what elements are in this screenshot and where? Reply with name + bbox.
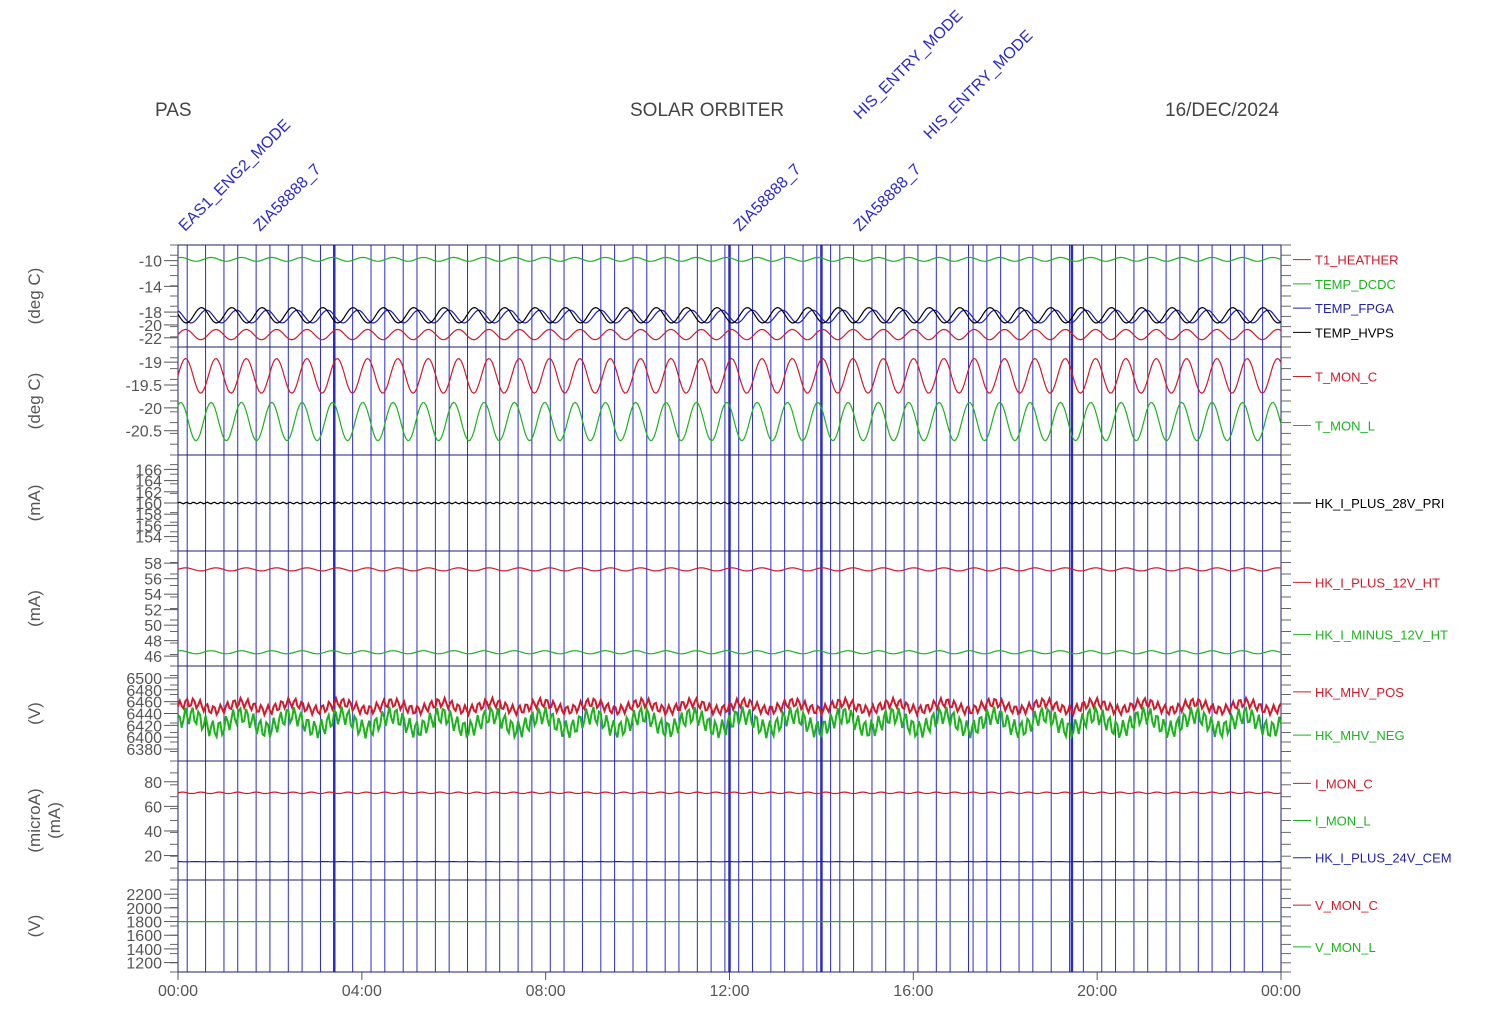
legend-label-5-1: I_MON_L xyxy=(1315,814,1371,829)
legend-label-6-0: V_MON_C xyxy=(1315,898,1378,913)
panel-0-tick-label-4: -22 xyxy=(139,331,162,348)
panel-6-tick-label-0: 2200 xyxy=(126,887,162,904)
legend-label-4-1: HK_MHV_NEG xyxy=(1315,728,1405,743)
panel-3-unit: (mA) xyxy=(25,590,44,627)
legend-label-0-0: T1_HEATHER xyxy=(1315,253,1399,268)
x-tick-label-3: 12:00 xyxy=(709,983,749,1000)
panel-0-unit: (deg C) xyxy=(25,268,44,325)
legend-label-0-3: TEMP_HVPS xyxy=(1315,325,1394,340)
legend-label-2-0: HK_I_PLUS_28V_PRI xyxy=(1315,496,1444,511)
legend-label-0-1: TEMP_DCDC xyxy=(1315,277,1396,292)
panel-5-unit: (microA) xyxy=(25,788,44,852)
panel-5-tick-label-1: 60 xyxy=(144,799,162,816)
panel-1-tick-label-3: -20.5 xyxy=(126,424,163,441)
x-tick-label-2: 08:00 xyxy=(526,983,566,1000)
panel-2-tick-label-2: 162 xyxy=(135,485,162,502)
series-0-0 xyxy=(177,328,1282,341)
panel-1-unit: (deg C) xyxy=(25,373,44,430)
x-tick-label-6: 00:00 xyxy=(1261,983,1301,1000)
panel-1-tick-label-0: -19 xyxy=(139,355,162,372)
panel-2-tick-label-5: 156 xyxy=(135,518,162,535)
x-tick-label-5: 20:00 xyxy=(1077,983,1117,1000)
legend-label-6-1: V_MON_L xyxy=(1315,940,1376,955)
series-4-0 xyxy=(177,694,1282,718)
series-4-1 xyxy=(177,703,1282,741)
series-0-1 xyxy=(177,256,1282,262)
legend-label-5-0: I_MON_C xyxy=(1315,776,1373,791)
panel-4-tick-label-0: 6500 xyxy=(126,671,162,688)
series-0-3 xyxy=(177,306,1282,324)
series-3-1 xyxy=(177,650,1282,655)
legend-label-3-1: HK_I_MINUS_12V_HT xyxy=(1315,628,1448,643)
panel-0-tick-label-3: -20 xyxy=(139,318,162,335)
panel-2-tick-label-3: 160 xyxy=(135,496,162,513)
panel-6-tick-label-4: 1400 xyxy=(126,942,162,959)
event-annotation-4: ZIA58888_7 xyxy=(731,161,805,235)
legend-label-4-0: HK_MHV_POS xyxy=(1315,685,1404,700)
series-1-1 xyxy=(177,401,1282,442)
event-annotation-1: ZIA58888_7 xyxy=(251,161,325,235)
legend-label-3-0: HK_I_PLUS_12V_HT xyxy=(1315,575,1440,590)
series-1-0 xyxy=(177,357,1282,394)
panel-3-tick-label-0: 58 xyxy=(144,556,162,573)
legend-label-0-2: TEMP_FPGA xyxy=(1315,301,1394,316)
x-tick-label-4: 16:00 xyxy=(893,983,933,1000)
legend-label-1-1: T_MON_L xyxy=(1315,419,1375,434)
panel-4-tick-label-1: 6480 xyxy=(126,683,162,700)
panel-0-tick-label-0: -10 xyxy=(139,254,162,271)
series-0-2 xyxy=(177,309,1282,324)
panel-4-tick-label-3: 6440 xyxy=(126,707,162,724)
panel-3-tick-label-4: 50 xyxy=(144,618,162,635)
panel-5-tick-label-0: 80 xyxy=(144,775,162,792)
panel-2-unit: (mA) xyxy=(25,485,44,522)
x-tick-label-0: 00:00 xyxy=(158,983,198,1000)
panel-0-tick-label-2: -18 xyxy=(139,305,162,322)
panel-5-tick-label-2: 40 xyxy=(144,824,162,841)
panel-0-tick-label-1: -14 xyxy=(139,279,162,296)
panel-5-tick-label-3: 20 xyxy=(144,849,162,866)
panel-2-tick-label-1: 164 xyxy=(135,474,162,491)
panel-1-tick-label-1: -19.5 xyxy=(126,378,163,395)
panel-4-tick-label-4: 6420 xyxy=(126,718,162,735)
series-3-0 xyxy=(177,567,1282,572)
panel-2-tick-label-6: 154 xyxy=(135,530,162,547)
panel-4-unit: (V) xyxy=(25,702,44,725)
panel-2-tick-label-4: 158 xyxy=(135,507,162,524)
panel-4-tick-label-6: 6380 xyxy=(126,742,162,759)
panel-3-tick-label-5: 48 xyxy=(144,634,162,651)
panel-4-tick-label-5: 6400 xyxy=(126,730,162,747)
panel-3-tick-label-1: 56 xyxy=(144,572,162,589)
panel-6-tick-label-1: 2000 xyxy=(126,901,162,918)
panel-6-tick-label-2: 1800 xyxy=(126,915,162,932)
panel-3-tick-label-2: 54 xyxy=(144,587,162,604)
panel-3-tick-label-6: 46 xyxy=(144,649,162,666)
legend-label-5-2: HK_I_PLUS_24V_CEM xyxy=(1315,851,1452,866)
panel-6-tick-label-5: 1200 xyxy=(126,956,162,973)
legend-label-1-0: T_MON_C xyxy=(1315,369,1377,384)
panel-6-unit: (V) xyxy=(25,915,44,938)
panel-5-unit2: (mA) xyxy=(45,802,64,839)
event-annotation-5: ZIA58888_7 xyxy=(851,161,925,235)
panel-4-tick-label-2: 6460 xyxy=(126,695,162,712)
panel-3-tick-label-3: 52 xyxy=(144,603,162,620)
panel-6-tick-label-3: 1600 xyxy=(126,928,162,945)
panel-2-tick-label-0: 166 xyxy=(135,462,162,479)
x-tick-label-1: 04:00 xyxy=(342,983,382,1000)
panel-1-tick-label-2: -20 xyxy=(139,401,162,418)
series-2-0 xyxy=(177,501,1282,505)
series-5-0 xyxy=(177,791,1282,795)
